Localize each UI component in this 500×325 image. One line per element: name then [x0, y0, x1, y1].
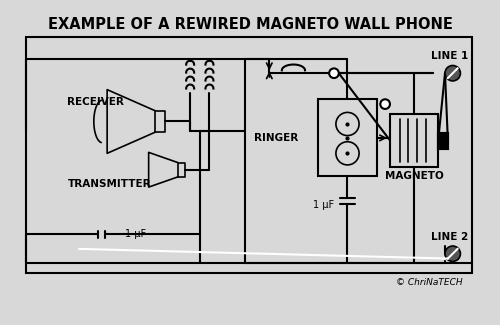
Circle shape: [445, 246, 460, 261]
Text: MAGNETO: MAGNETO: [384, 172, 444, 181]
Text: EXAMPLE OF A REWIRED MAGNETO WALL PHONE: EXAMPLE OF A REWIRED MAGNETO WALL PHONE: [48, 18, 452, 32]
Bar: [438, 133, 448, 149]
Text: © ChriNaTECH: © ChriNaTECH: [396, 278, 462, 287]
Circle shape: [380, 99, 390, 109]
Text: 1 μF: 1 μF: [312, 201, 334, 211]
Text: 1 μF: 1 μF: [124, 229, 146, 240]
Circle shape: [445, 66, 460, 81]
Bar: [390, 114, 438, 167]
Text: LINE 1: LINE 1: [431, 51, 469, 61]
Bar: [26, 36, 472, 273]
Text: RINGER: RINGER: [254, 133, 298, 143]
Bar: [438, 133, 448, 149]
Text: RECEIVER: RECEIVER: [67, 97, 124, 107]
Bar: [318, 99, 378, 176]
Text: TRANSMITTER: TRANSMITTER: [68, 179, 152, 189]
Circle shape: [329, 68, 339, 78]
Text: LINE 2: LINE 2: [431, 232, 469, 242]
